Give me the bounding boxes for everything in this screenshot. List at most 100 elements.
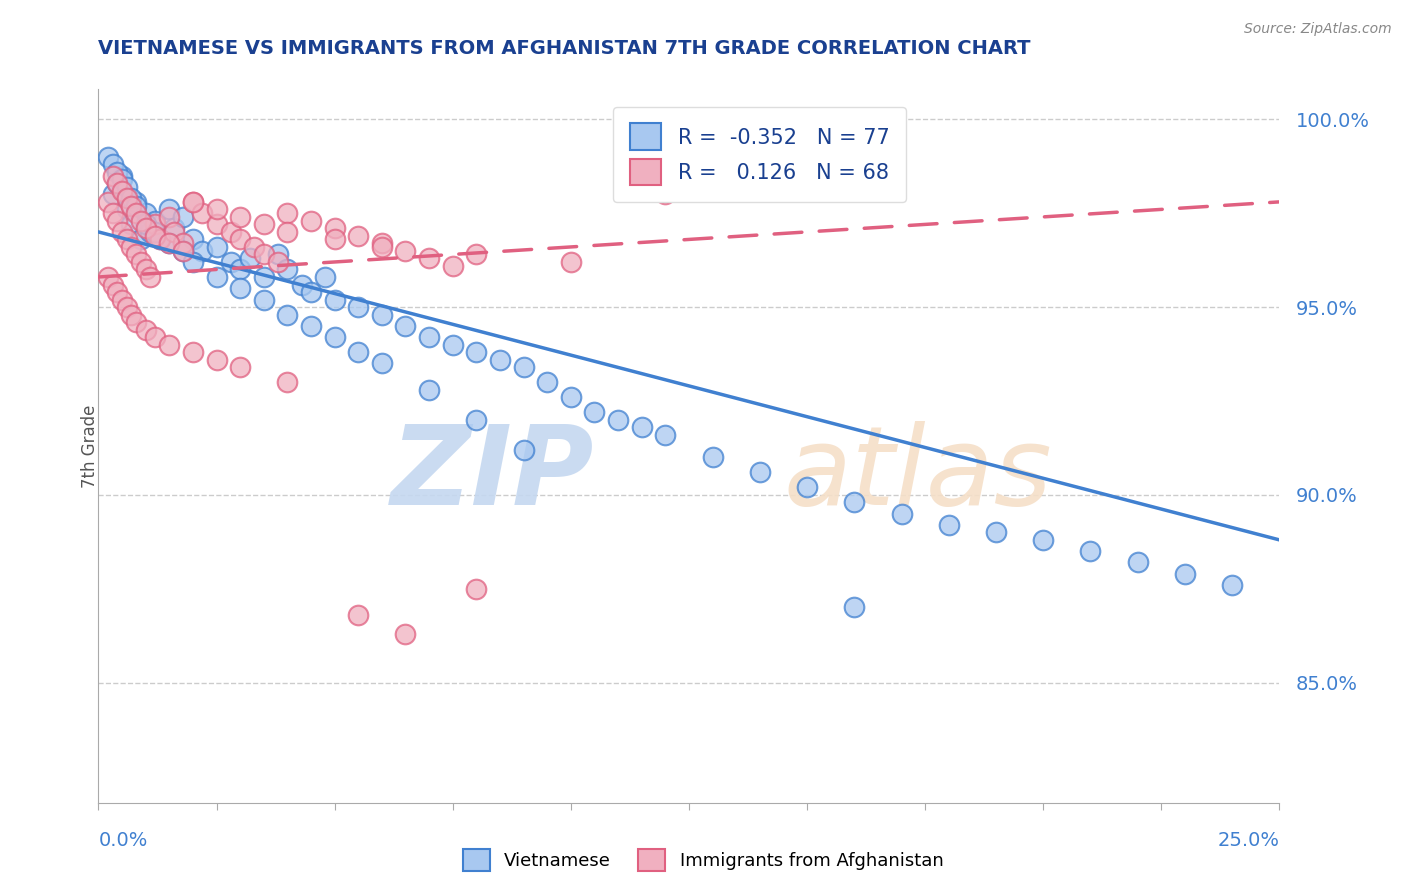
Point [512,442,534,457]
Text: ZIP: ZIP [391,421,595,528]
Point [219,225,242,239]
Point [101,187,124,202]
Point [654,427,676,442]
Point [115,179,138,194]
Point [157,210,180,224]
Text: 25.0%: 25.0% [1218,831,1279,850]
Point [239,251,262,265]
Point [163,221,186,235]
Point [115,202,138,217]
Point [97,194,120,209]
Point [205,218,228,232]
Point [101,169,124,183]
Point [560,390,582,404]
Point [276,308,298,322]
Point [276,225,298,239]
Point [229,360,252,375]
Point [143,225,166,239]
Point [101,277,124,292]
Point [465,582,488,596]
Point [441,337,464,351]
Point [253,247,276,261]
Point [111,184,134,198]
Point [394,244,416,258]
Point [844,495,866,509]
Point [465,247,488,261]
Point [748,465,770,479]
Point [441,259,464,273]
Point [139,225,162,239]
Point [135,206,157,220]
Point [512,360,534,375]
Point [105,176,128,190]
Point [984,525,1007,540]
Point [229,281,252,295]
Point [465,413,488,427]
Point [371,308,394,322]
Point [347,345,370,359]
Point [299,318,322,333]
Point [418,330,440,344]
Point [172,244,194,258]
Point [143,228,166,243]
Point [323,232,346,246]
Point [115,300,138,314]
Text: 0.0%: 0.0% [98,831,148,850]
Point [371,240,394,254]
Point [143,330,166,344]
Point [143,213,166,227]
Point [323,293,346,307]
Point [121,218,143,232]
Point [371,236,394,251]
Point [111,225,134,239]
Point [97,150,120,164]
Point [181,232,204,246]
Point [276,206,298,220]
Point [1174,566,1197,581]
Point [101,157,124,171]
Point [371,356,394,370]
Point [135,218,157,232]
Point [536,375,558,389]
Point [418,383,440,397]
Point [702,450,724,465]
Point [323,330,346,344]
Point [149,232,172,246]
Point [139,270,162,285]
Point [205,202,228,217]
Point [172,236,194,251]
Point [314,270,336,285]
Point [347,607,370,622]
Point [205,352,228,367]
Point [172,244,194,258]
Point [157,202,180,217]
Point [654,187,676,202]
Point [323,221,346,235]
Point [276,262,298,277]
Point [418,251,440,265]
Point [267,255,290,269]
Point [129,232,152,246]
Point [253,293,276,307]
Point [181,345,204,359]
Point [101,206,124,220]
Point [111,293,134,307]
Point [125,206,148,220]
Point [276,375,298,389]
Point [121,240,143,254]
Point [290,277,312,292]
Point [157,337,180,351]
Point [299,285,322,299]
Point [347,228,370,243]
Point [181,194,204,209]
Point [105,165,128,179]
Point [796,480,818,494]
Point [583,405,606,419]
Point [135,221,157,235]
Point [163,225,186,239]
Point [560,255,582,269]
Point [191,206,214,220]
Point [229,262,252,277]
Point [607,413,630,427]
Text: atlas: atlas [783,421,1052,528]
